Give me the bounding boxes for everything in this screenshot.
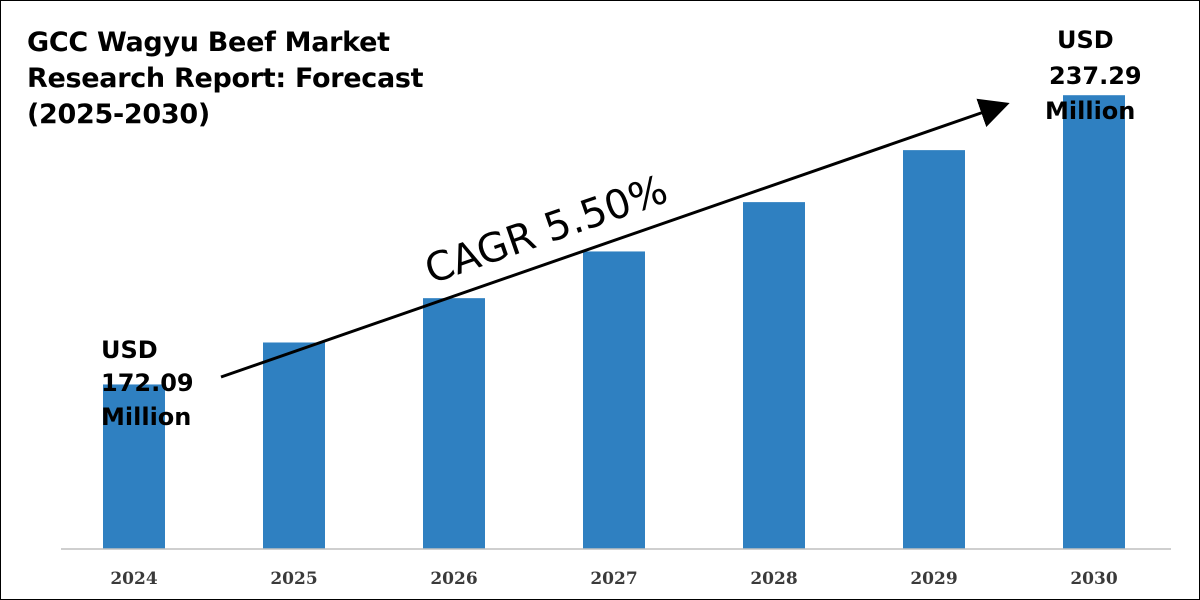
bar-2027 bbox=[583, 251, 645, 549]
end-value-callout: USD 237.29 Million bbox=[1045, 26, 1142, 125]
bar-2024 bbox=[103, 384, 165, 549]
bar-2029 bbox=[903, 150, 965, 550]
bar-2028 bbox=[743, 202, 805, 549]
x-tick-label-2029: 2029 bbox=[910, 569, 957, 589]
end-callout-line-2: 237.29 bbox=[1049, 62, 1142, 90]
bar-2030 bbox=[1063, 95, 1125, 550]
start-callout-line-3: Million bbox=[101, 403, 191, 431]
chart-title: GCC Wagyu Beef Market Research Report: F… bbox=[27, 25, 467, 133]
title-line-1: GCC Wagyu Beef Market bbox=[27, 27, 390, 58]
title-line-3: (2025-2030) bbox=[27, 99, 210, 130]
title-line-2: Research Report: Forecast bbox=[27, 63, 424, 94]
x-tick-label-2028: 2028 bbox=[750, 569, 797, 589]
growth-arrow bbox=[220, 98, 1010, 379]
x-tick-label-2024: 2024 bbox=[110, 569, 157, 589]
start-callout-line-1: USD bbox=[101, 336, 158, 364]
start-callout-line-2: 172.09 bbox=[101, 369, 194, 397]
x-tick-label-2027: 2027 bbox=[590, 569, 637, 589]
bar-2026 bbox=[423, 298, 485, 549]
start-value-callout: USD 172.09 Million bbox=[101, 336, 194, 431]
bar-2025 bbox=[263, 342, 325, 549]
x-tick-label-2026: 2026 bbox=[430, 569, 477, 589]
end-callout-line-1: USD bbox=[1057, 26, 1114, 54]
x-tick-label-2030: 2030 bbox=[1070, 569, 1117, 589]
x-axis-ticks: 2024 2025 2026 2027 2028 2029 2030 bbox=[110, 569, 1117, 589]
x-tick-label-2025: 2025 bbox=[270, 569, 317, 589]
bars-group bbox=[103, 95, 1125, 550]
end-callout-line-3: Million bbox=[1045, 97, 1135, 125]
